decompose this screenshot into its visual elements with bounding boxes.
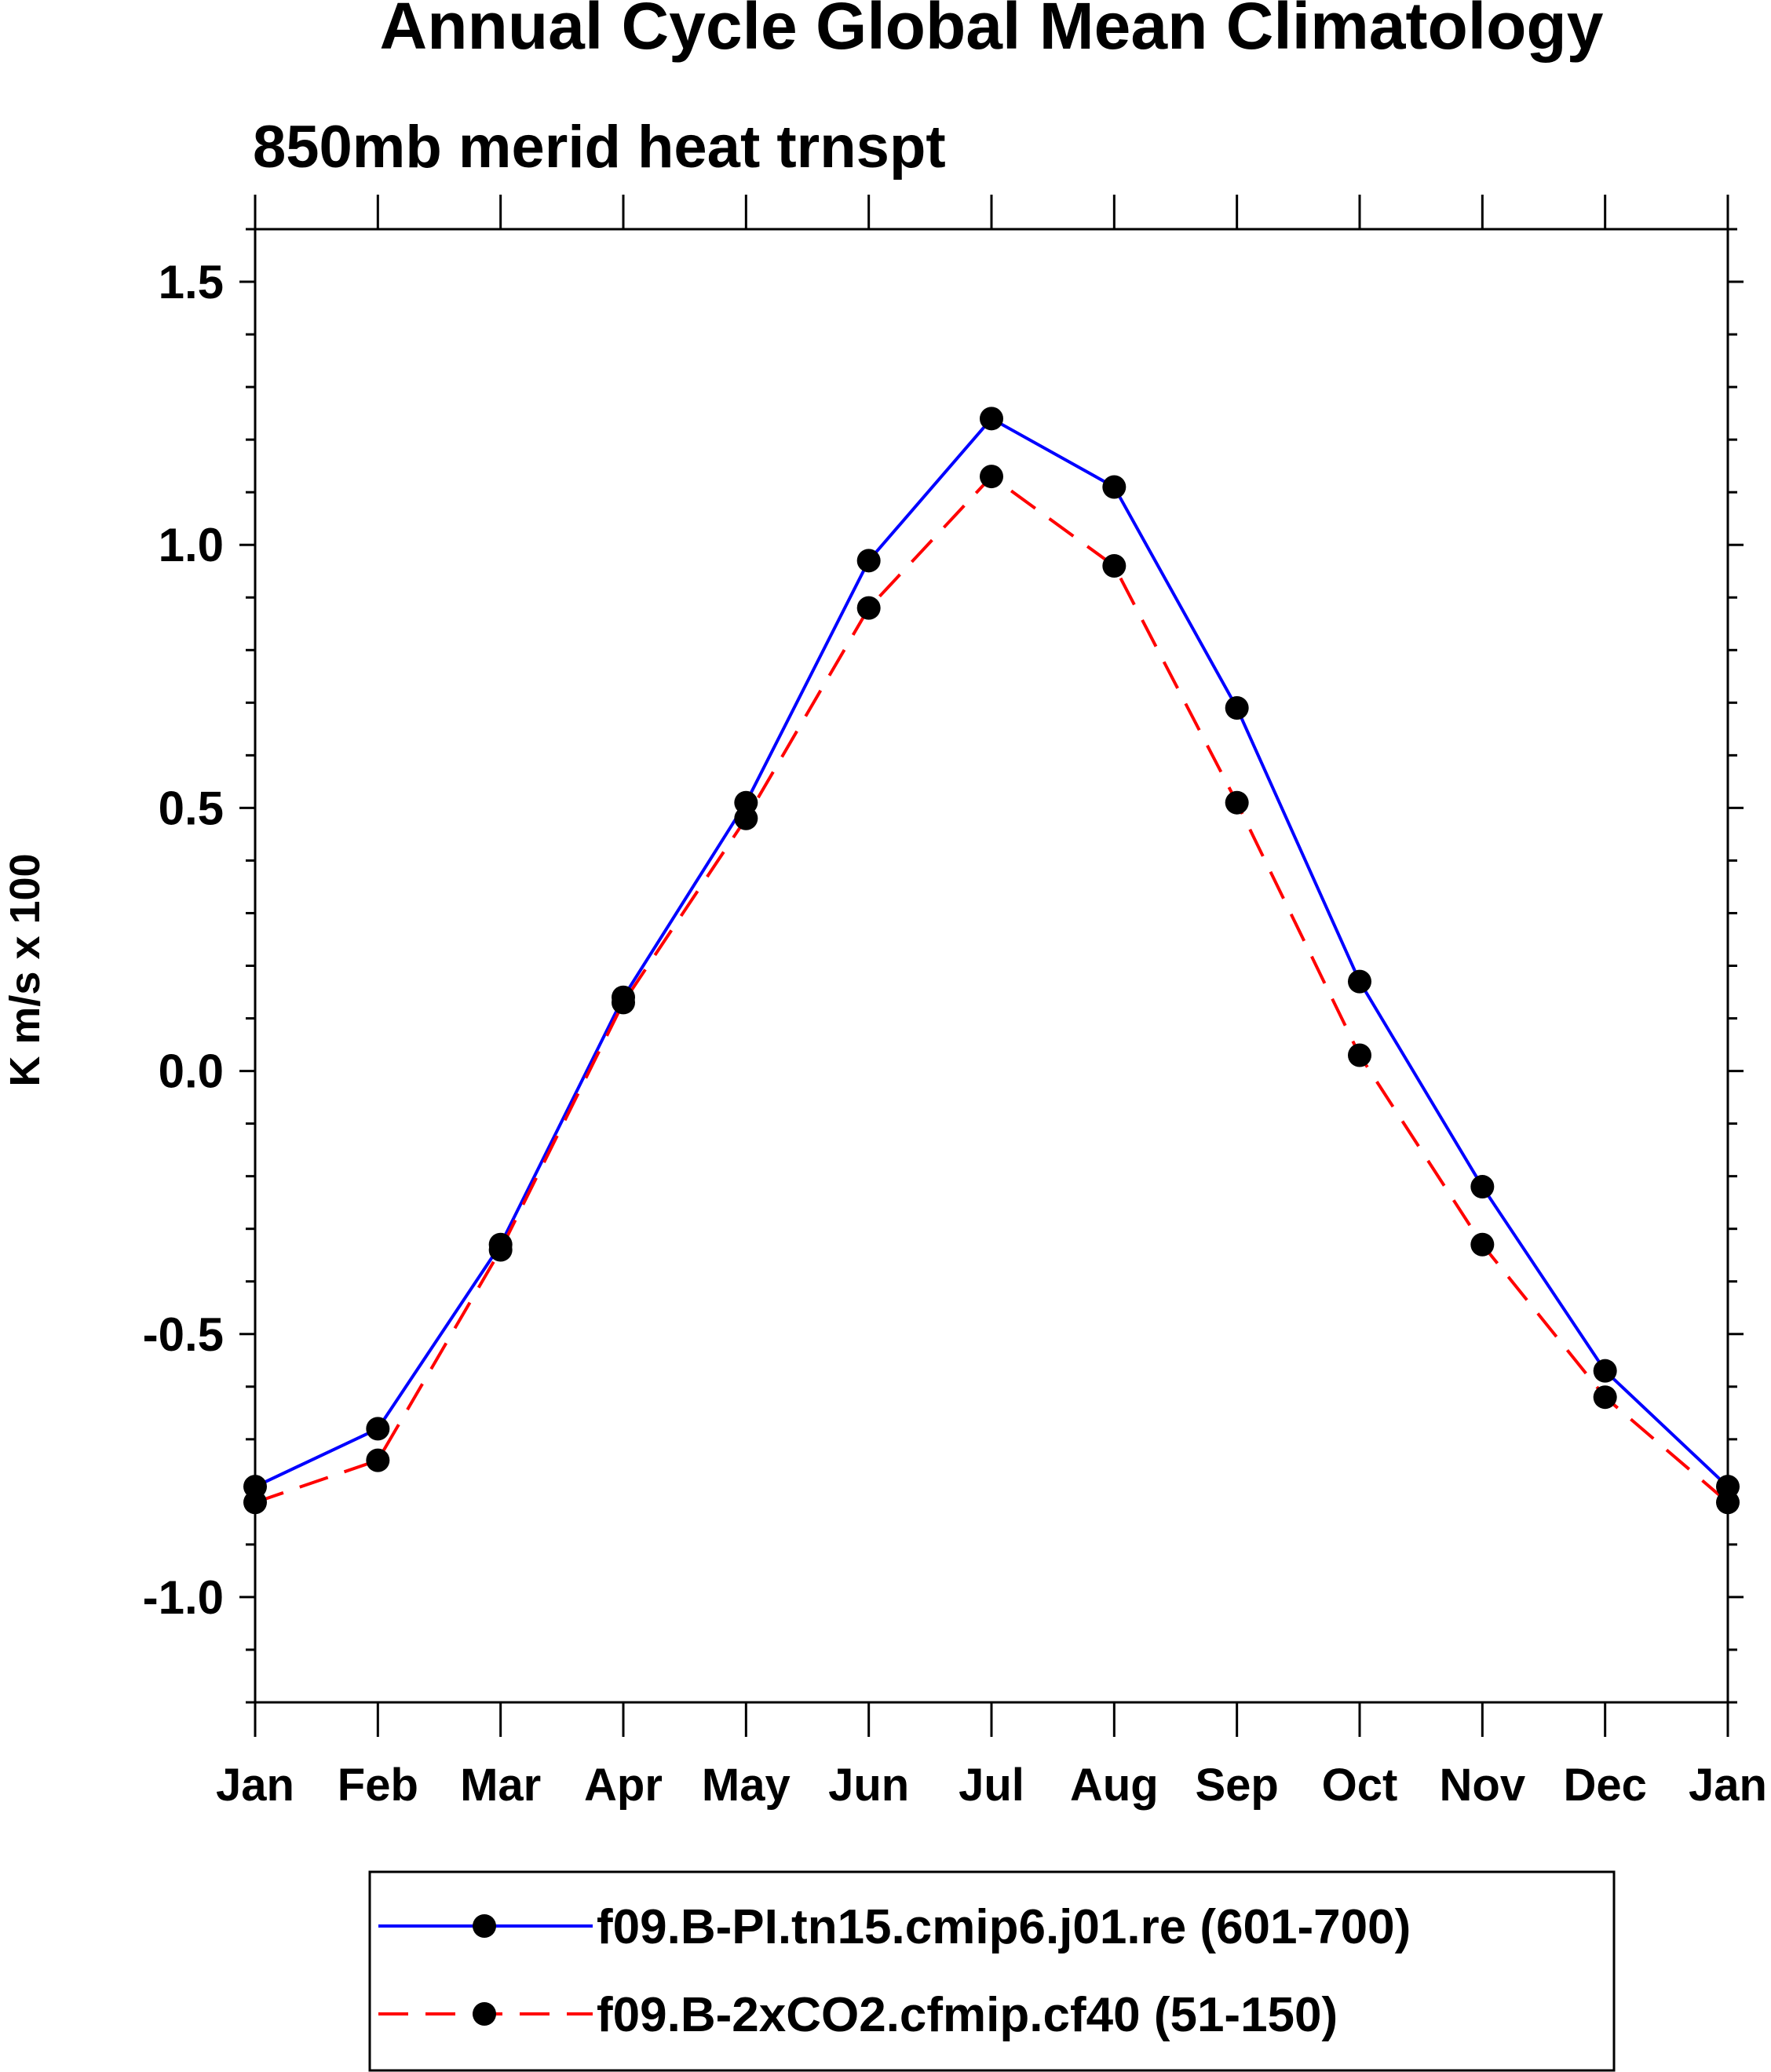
data-point-series-1 xyxy=(980,407,1003,431)
x-tick-label: Jun xyxy=(828,1760,909,1811)
data-point-series-2 xyxy=(856,596,881,620)
data-point-series-2 xyxy=(1593,1385,1617,1410)
y-tick-label: 1.5 xyxy=(159,256,224,308)
x-tick-label: Aug xyxy=(1070,1760,1159,1811)
data-point-series-2 xyxy=(1348,1043,1371,1067)
y-tick-label: -1.0 xyxy=(143,1571,224,1624)
data-point-series-2 xyxy=(366,1448,390,1472)
y-tick-label: -0.5 xyxy=(143,1308,224,1361)
x-tick-label: Mar xyxy=(460,1760,541,1811)
data-point-series-1 xyxy=(1348,969,1371,994)
y-tick-label: 0.0 xyxy=(159,1045,224,1098)
plot-area: Jan Feb Mar Apr May Jun Jul Aug Sep Oct Nov Dec Jan -… xyxy=(143,195,1767,1811)
y-tick-label: 0.5 xyxy=(159,782,224,834)
data-point-series-1 xyxy=(366,1417,390,1441)
x-tick-label: Jan xyxy=(216,1760,294,1811)
data-point-series-2 xyxy=(612,990,635,1015)
x-tick-label: Nov xyxy=(1440,1760,1526,1811)
x-tick-label: Jul xyxy=(959,1760,1024,1811)
series-line-2 xyxy=(254,474,1729,1505)
chart-subtitle: 850mb merid heat trnspt xyxy=(253,114,946,181)
legend-marker-2 xyxy=(473,2002,496,2026)
legend-entry-1: f09.B-PI.tn15.cmip6.j01.re (601-700) xyxy=(378,1900,1411,1954)
data-point-series-1 xyxy=(1470,1175,1495,1199)
legend-box xyxy=(368,1870,1616,2072)
data-point-series-2 xyxy=(1225,790,1249,815)
series-line-1 xyxy=(254,416,1729,1488)
data-point-series-2 xyxy=(1470,1232,1495,1257)
data-point-series-2 xyxy=(980,465,1003,489)
legend: f09.B-PI.tn15.cmip6.j01.re (601-700) f09… xyxy=(368,1870,1616,2072)
legend-marker-1 xyxy=(473,1914,496,1938)
y-axis-label: K m/s x 100 xyxy=(2,853,49,1086)
data-point-series-1 xyxy=(1593,1359,1617,1383)
y-tick-label: 1.0 xyxy=(159,519,224,571)
legend-label-1: f09.B-PI.tn15.cmip6.j01.re (601-700) xyxy=(597,1900,1411,1954)
data-point-series-1 xyxy=(1225,696,1249,720)
data-point-series-2 xyxy=(1102,554,1127,578)
data-point-series-2 xyxy=(734,806,758,830)
plot-frame xyxy=(254,228,1729,1704)
data-point-series-2 xyxy=(488,1238,513,1262)
legend-label-2: f09.B-2xCO2.cfmip.cf40 (51-150) xyxy=(597,1988,1338,2042)
x-tick-label: Feb xyxy=(338,1760,418,1811)
x-tick-label: May xyxy=(702,1760,791,1811)
x-tick-label: Dec xyxy=(1563,1760,1646,1811)
chart-title: Annual Cycle Global Mean Climatology xyxy=(380,0,1604,63)
data-point-series-1 xyxy=(1102,475,1127,499)
x-tick-label: Jan xyxy=(1689,1760,1767,1811)
legend-entry-2: f09.B-2xCO2.cfmip.cf40 (51-150) xyxy=(378,1988,1338,2042)
x-tick-label: Apr xyxy=(584,1760,663,1811)
x-tick-label: Oct xyxy=(1322,1760,1398,1811)
x-tick-label: Sep xyxy=(1195,1760,1278,1811)
data-point-series-1 xyxy=(856,549,881,573)
